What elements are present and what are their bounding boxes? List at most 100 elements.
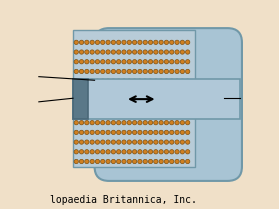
Circle shape	[127, 159, 131, 164]
Circle shape	[127, 140, 131, 144]
Circle shape	[111, 121, 116, 125]
Circle shape	[180, 69, 184, 74]
Circle shape	[133, 50, 137, 54]
Circle shape	[148, 140, 153, 144]
Circle shape	[111, 79, 116, 83]
Circle shape	[101, 69, 105, 74]
Circle shape	[143, 159, 147, 164]
Circle shape	[106, 130, 110, 135]
Circle shape	[85, 130, 89, 135]
Circle shape	[80, 79, 84, 83]
Circle shape	[106, 40, 110, 45]
Circle shape	[159, 79, 163, 83]
Circle shape	[80, 69, 84, 74]
Circle shape	[85, 159, 89, 164]
Circle shape	[170, 159, 174, 164]
Circle shape	[180, 79, 184, 83]
Circle shape	[164, 159, 169, 164]
Circle shape	[143, 69, 147, 74]
Bar	[73, 30, 195, 86]
Circle shape	[170, 150, 174, 154]
Circle shape	[133, 40, 137, 45]
Circle shape	[74, 159, 78, 164]
Circle shape	[74, 69, 78, 74]
Circle shape	[90, 40, 94, 45]
Circle shape	[138, 159, 142, 164]
Circle shape	[101, 121, 105, 125]
Circle shape	[159, 69, 163, 74]
Circle shape	[80, 159, 84, 164]
Circle shape	[154, 79, 158, 83]
Circle shape	[170, 130, 174, 135]
Circle shape	[143, 79, 147, 83]
Circle shape	[127, 50, 131, 54]
Circle shape	[164, 150, 169, 154]
Circle shape	[148, 50, 153, 54]
Circle shape	[117, 159, 121, 164]
Circle shape	[90, 130, 94, 135]
Circle shape	[159, 150, 163, 154]
Circle shape	[138, 50, 142, 54]
Circle shape	[111, 130, 116, 135]
Circle shape	[106, 79, 110, 83]
Circle shape	[175, 40, 179, 45]
Circle shape	[95, 60, 100, 64]
Circle shape	[138, 150, 142, 154]
Circle shape	[117, 140, 121, 144]
Circle shape	[85, 40, 89, 45]
Circle shape	[154, 50, 158, 54]
Circle shape	[74, 121, 78, 125]
Circle shape	[74, 150, 78, 154]
Circle shape	[159, 140, 163, 144]
Circle shape	[127, 121, 131, 125]
Circle shape	[164, 50, 169, 54]
Circle shape	[143, 121, 147, 125]
Circle shape	[74, 40, 78, 45]
Circle shape	[154, 159, 158, 164]
Circle shape	[164, 121, 169, 125]
Circle shape	[127, 150, 131, 154]
Circle shape	[186, 79, 190, 83]
Circle shape	[101, 79, 105, 83]
Circle shape	[74, 140, 78, 144]
Circle shape	[95, 79, 100, 83]
Circle shape	[133, 140, 137, 144]
Circle shape	[106, 60, 110, 64]
Circle shape	[148, 69, 153, 74]
Circle shape	[117, 121, 121, 125]
Circle shape	[74, 50, 78, 54]
Circle shape	[175, 150, 179, 154]
Circle shape	[106, 121, 110, 125]
Circle shape	[122, 60, 126, 64]
Circle shape	[148, 121, 153, 125]
Circle shape	[159, 50, 163, 54]
Circle shape	[154, 130, 158, 135]
Circle shape	[101, 150, 105, 154]
Circle shape	[170, 121, 174, 125]
Circle shape	[95, 140, 100, 144]
Circle shape	[95, 69, 100, 74]
Circle shape	[138, 79, 142, 83]
Circle shape	[133, 159, 137, 164]
Circle shape	[148, 79, 153, 83]
Circle shape	[122, 50, 126, 54]
Circle shape	[85, 50, 89, 54]
Circle shape	[101, 159, 105, 164]
Circle shape	[101, 130, 105, 135]
Circle shape	[85, 150, 89, 154]
Circle shape	[170, 60, 174, 64]
Circle shape	[95, 121, 100, 125]
Circle shape	[143, 140, 147, 144]
Circle shape	[164, 140, 169, 144]
Bar	[73, 79, 88, 119]
Circle shape	[154, 150, 158, 154]
Circle shape	[90, 140, 94, 144]
Circle shape	[80, 40, 84, 45]
Circle shape	[159, 60, 163, 64]
Circle shape	[154, 60, 158, 64]
Circle shape	[186, 159, 190, 164]
Circle shape	[170, 50, 174, 54]
Circle shape	[154, 140, 158, 144]
Circle shape	[175, 121, 179, 125]
Circle shape	[80, 121, 84, 125]
